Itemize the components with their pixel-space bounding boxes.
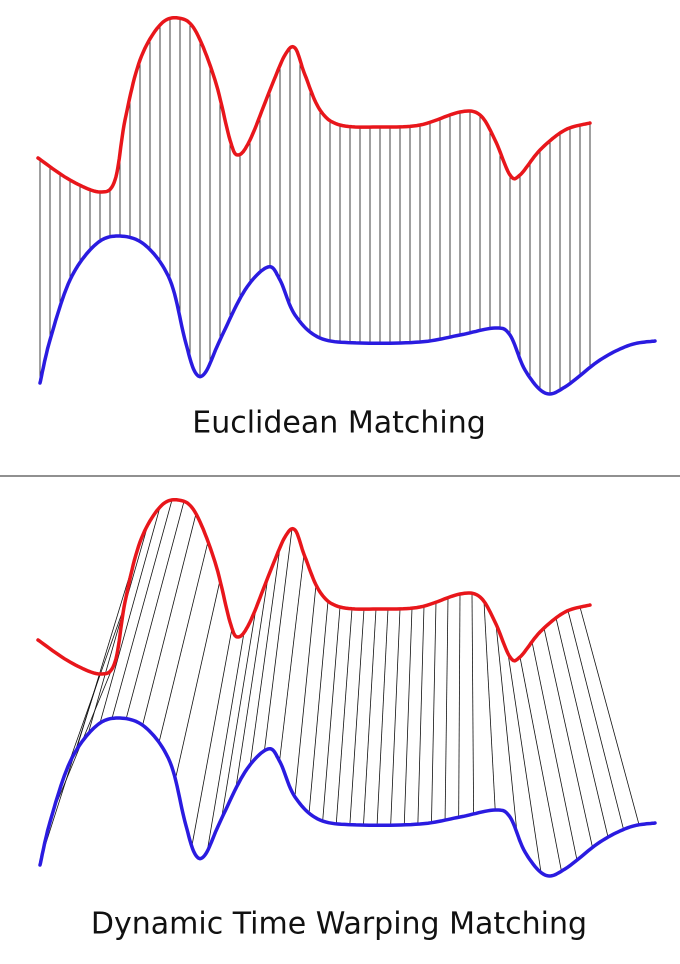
matching-line: [158, 541, 209, 743]
matching-line: [294, 584, 317, 797]
red-series: [36, 15, 592, 194]
matching-line: [403, 608, 413, 825]
dtw-caption: Dynamic Time Warping Matching: [91, 907, 587, 942]
matching-line: [308, 601, 329, 814]
matching-line: [87, 524, 149, 735]
matching-line: [431, 602, 437, 823]
euclidean-caption: Euclidean Matching: [192, 406, 486, 441]
matching-line: [483, 601, 496, 811]
dtw-panel: [36, 497, 657, 878]
matching-line: [264, 528, 293, 751]
matching-line: [363, 608, 377, 826]
matching-line: [507, 653, 542, 873]
matching-line: [567, 610, 624, 830]
matching-line: [458, 593, 461, 818]
matching-line: [279, 554, 305, 762]
matching-line: [417, 606, 425, 825]
matching-line: [390, 608, 401, 826]
matching-line: [471, 593, 474, 814]
matching-line: [519, 656, 562, 872]
matching-line: [111, 499, 173, 719]
blue-series: [38, 234, 657, 396]
matching-line: [99, 506, 161, 724]
matching-line: [142, 513, 197, 726]
matching-line: [191, 628, 233, 847]
matching-line: [206, 632, 245, 852]
matching-line: [579, 606, 640, 825]
matching-line: [125, 501, 185, 719]
matching-line: [531, 641, 578, 861]
matching-line: [444, 597, 449, 821]
matching-line: [335, 608, 353, 824]
red-series: [36, 497, 592, 676]
matching-line: [495, 624, 518, 834]
matching-line: [75, 554, 137, 751]
euclidean-panel: [36, 15, 657, 396]
matching-line: [349, 609, 365, 825]
matching-line: [543, 628, 593, 848]
matching-line: [322, 606, 341, 822]
matching-line: [235, 576, 269, 789]
blue-series: [38, 716, 657, 878]
matching-line: [376, 609, 389, 826]
matching-line: [221, 607, 257, 819]
matching-line: [555, 617, 609, 838]
matching-line: [249, 547, 281, 765]
matching-line: [175, 580, 221, 780]
